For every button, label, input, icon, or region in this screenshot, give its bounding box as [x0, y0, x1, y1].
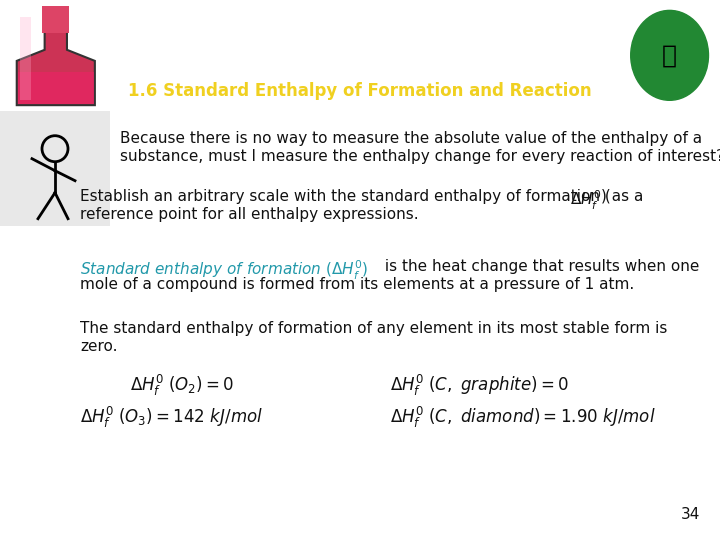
Text: Chapter 1 / Thermochemistry: Chapter 1 / Thermochemistry	[154, 27, 566, 51]
Text: $\Delta H^0_f$: $\Delta H^0_f$	[570, 188, 601, 212]
Polygon shape	[17, 9, 95, 105]
Text: 1.6 Standard Enthalpy of Formation and Reaction: 1.6 Standard Enthalpy of Formation and R…	[128, 82, 592, 100]
Text: $\Delta H^0_f\ (O_3) = 142\ kJ/mol$: $\Delta H^0_f\ (O_3) = 142\ kJ/mol$	[80, 404, 263, 430]
Text: Because there is no way to measure the absolute value of the enthalpy of a: Because there is no way to measure the a…	[120, 131, 702, 146]
Text: Establish an arbitrary scale with the standard enthalpy of formation (: Establish an arbitrary scale with the st…	[80, 188, 611, 204]
Bar	[20, 17, 31, 99]
Text: is the heat change that results when one: is the heat change that results when one	[380, 259, 699, 274]
FancyBboxPatch shape	[0, 111, 110, 226]
Text: ) as a: ) as a	[601, 188, 644, 204]
Text: The standard enthalpy of formation of any element in its most stable form is: The standard enthalpy of formation of an…	[80, 321, 667, 336]
Text: zero.: zero.	[80, 339, 117, 354]
Text: $\it{Standard\ enthalpy\ of\ formation}$ $(\Delta H^0_f)$: $\it{Standard\ enthalpy\ of\ formation}$…	[80, 259, 368, 282]
Text: 🏛: 🏛	[662, 43, 677, 68]
Text: $\Delta H^0_f\ (C,\ diamond) = 1.90\ kJ/mol$: $\Delta H^0_f\ (C,\ diamond) = 1.90\ kJ/…	[390, 404, 656, 430]
Text: reference point for all enthalpy expressions.: reference point for all enthalpy express…	[80, 207, 418, 222]
Text: substance, must I measure the enthalpy change for every reaction of interest?: substance, must I measure the enthalpy c…	[120, 148, 720, 164]
Text: $\Delta H^0_f\ (O_2) = 0$: $\Delta H^0_f\ (O_2) = 0$	[130, 373, 234, 398]
Polygon shape	[18, 72, 94, 104]
Circle shape	[631, 10, 708, 100]
Text: mole of a compound is formed from its elements at a pressure of 1 atm.: mole of a compound is formed from its el…	[80, 276, 634, 292]
Bar	[42, 5, 69, 33]
Text: 34: 34	[680, 507, 700, 522]
Text: $\Delta H^0_f\ (C,\ graphite) = 0$: $\Delta H^0_f\ (C,\ graphite) = 0$	[390, 373, 569, 398]
